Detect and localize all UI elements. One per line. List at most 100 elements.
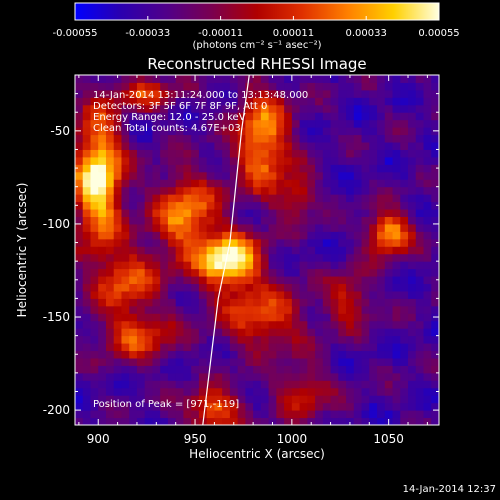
heatmap-cell — [152, 164, 161, 173]
heatmap-cell — [268, 410, 277, 419]
heatmap-cell — [160, 149, 169, 158]
heatmap-cell — [322, 164, 332, 173]
heatmap-cell — [245, 104, 254, 113]
heatmap-cell — [245, 97, 254, 106]
heatmap-cell — [291, 75, 301, 83]
heatmap-cell — [245, 298, 254, 307]
heatmap-cell — [346, 142, 355, 150]
heatmap-cell — [152, 313, 161, 322]
heatmap-cell — [136, 261, 146, 270]
heatmap-cell — [144, 89, 153, 98]
heatmap-cell — [423, 261, 432, 270]
heatmap-cell — [408, 119, 417, 128]
heatmap-cell — [284, 253, 293, 262]
heatmap-cell — [191, 268, 200, 277]
heatmap-cell — [299, 365, 308, 374]
heatmap-cell — [206, 223, 215, 232]
heatmap-cell — [322, 402, 332, 411]
heatmap-cell — [229, 89, 239, 98]
heatmap-cell — [136, 402, 146, 411]
heatmap-cell — [105, 186, 115, 195]
heatmap-cell — [384, 186, 394, 195]
heatmap-cell — [377, 276, 386, 285]
heatmap-cell — [408, 156, 417, 165]
heatmap-cell — [183, 313, 192, 322]
heatmap-cell — [160, 402, 169, 411]
heatmap-cell — [284, 112, 293, 121]
heatmap-cell — [214, 417, 223, 425]
heatmap-cell — [322, 320, 332, 329]
heatmap-cell — [75, 112, 84, 121]
heatmap-cell — [384, 82, 394, 91]
heatmap-cell — [98, 410, 107, 419]
heatmap-cell — [105, 410, 115, 419]
heatmap-cell — [369, 298, 378, 307]
heatmap-cell — [260, 216, 270, 225]
heatmap-cell — [353, 194, 363, 203]
heatmap-cell — [330, 231, 339, 240]
heatmap-cell — [392, 164, 401, 173]
heatmap-cell — [338, 164, 347, 173]
heatmap-cell — [90, 186, 99, 195]
heatmap-cell — [175, 89, 184, 98]
heatmap-cell — [222, 320, 231, 329]
heatmap-cell — [330, 112, 339, 121]
heatmap-cell — [136, 290, 146, 299]
heatmap-cell — [431, 201, 439, 210]
heatmap-cell — [322, 350, 332, 359]
heatmap-cell — [129, 82, 138, 91]
heatmap-cell — [167, 112, 177, 121]
info-detectors: Detectors: 3F 5F 6F 7F 8F 9F, Att 0 — [93, 101, 267, 112]
heatmap-cell — [237, 223, 246, 232]
heatmap-cell — [253, 417, 262, 425]
heatmap-cell — [299, 320, 308, 329]
heatmap-cell — [160, 119, 169, 128]
heatmap-cell — [237, 261, 246, 270]
heatmap-cell — [307, 365, 316, 374]
heatmap-cell — [206, 261, 215, 270]
heatmap-cell — [315, 328, 324, 337]
heatmap-cell — [245, 402, 254, 411]
heatmap-cell — [167, 149, 177, 158]
heatmap-cell — [322, 238, 332, 247]
heatmap-cell — [353, 149, 363, 158]
heatmap-cell — [183, 261, 192, 270]
heatmap-cell — [307, 216, 316, 225]
heatmap-cell — [144, 82, 153, 91]
heatmap-cell — [276, 276, 285, 285]
heatmap-cell — [90, 149, 99, 158]
heatmap-cell — [90, 372, 99, 381]
heatmap-cell — [160, 298, 169, 307]
heatmap-cell — [98, 372, 107, 381]
heatmap-cell — [113, 238, 122, 247]
heatmap-cell — [346, 201, 355, 210]
heatmap-cell — [82, 223, 91, 232]
heatmap-cell — [144, 179, 153, 188]
heatmap-cell — [260, 305, 270, 314]
heatmap-cell — [113, 290, 122, 299]
heatmap-cell — [260, 283, 270, 292]
heatmap-cell — [377, 179, 386, 188]
heatmap-cell — [431, 253, 439, 262]
heatmap-cell — [392, 387, 401, 396]
heatmap-cell — [129, 119, 138, 128]
heatmap-cell — [98, 253, 107, 262]
heatmap-cell — [338, 357, 347, 366]
heatmap-cell — [253, 253, 262, 262]
heatmap-cell — [338, 328, 347, 337]
heatmap-cell — [315, 238, 324, 247]
heatmap-cell — [315, 194, 324, 203]
heatmap-cell — [222, 134, 231, 143]
heatmap-cell — [346, 402, 355, 411]
heatmap-cell — [307, 156, 316, 165]
heatmap-cell — [136, 134, 146, 143]
heatmap-cell — [113, 164, 122, 173]
heatmap-cell — [268, 104, 277, 113]
heatmap-cell — [222, 209, 231, 217]
heatmap-cell — [408, 320, 417, 329]
heatmap-cell — [222, 104, 231, 113]
heatmap-cell — [423, 186, 432, 195]
heatmap-cell — [353, 305, 363, 314]
heatmap-cell — [206, 335, 215, 344]
heatmap-cell — [82, 276, 91, 285]
